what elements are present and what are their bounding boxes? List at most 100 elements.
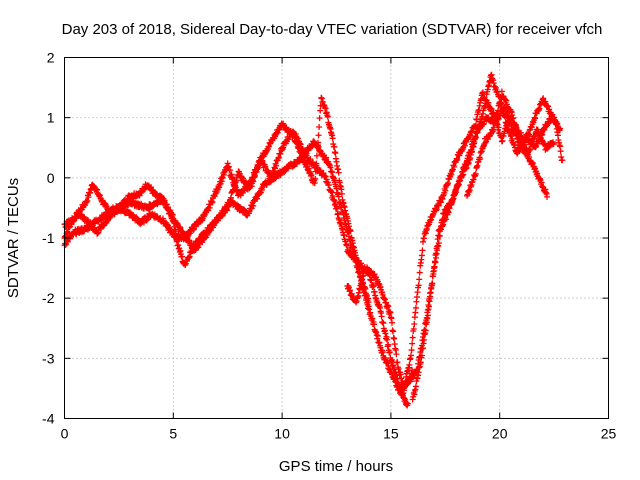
data-point	[408, 352, 415, 359]
data-point	[384, 360, 391, 367]
data-point	[429, 280, 436, 287]
data-point	[532, 115, 539, 122]
data-point	[313, 152, 320, 159]
data-point	[324, 113, 331, 120]
grid	[64, 57, 609, 419]
data-point	[382, 330, 389, 337]
y-axis-label: SDTVAR / TECUs	[5, 178, 22, 298]
data-point	[557, 125, 564, 132]
y-tick-label: 2	[47, 50, 55, 66]
data-point	[316, 124, 323, 131]
x-axis-label: GPS time / hours	[279, 458, 393, 475]
data-point	[338, 202, 345, 209]
data-series	[61, 71, 566, 409]
data-point	[557, 148, 564, 155]
y-tick-label: -1	[42, 230, 55, 246]
data-point	[418, 252, 425, 259]
x-tick-label: 10	[274, 426, 290, 442]
data-point	[406, 361, 413, 368]
data-point	[416, 276, 423, 283]
data-point	[559, 157, 566, 164]
x-tick-label: 15	[383, 426, 399, 442]
data-point	[312, 175, 319, 182]
data-point	[412, 304, 419, 311]
data-point	[431, 258, 438, 265]
series-sdtvar	[61, 71, 566, 409]
data-point	[335, 169, 342, 176]
data-point	[431, 263, 438, 270]
x-tick-label: 5	[169, 426, 177, 442]
y-tick-label: 1	[47, 110, 55, 126]
data-point	[404, 400, 411, 407]
data-point	[492, 116, 499, 123]
data-point	[425, 303, 432, 310]
data-point	[316, 115, 323, 122]
y-tick-label: -2	[42, 290, 55, 306]
data-point	[477, 156, 484, 163]
data-point	[472, 170, 479, 177]
data-point	[315, 132, 322, 139]
x-tick-label: 20	[492, 426, 508, 442]
data-point	[473, 116, 480, 123]
data-point	[454, 156, 461, 163]
data-point	[334, 205, 341, 212]
data-point	[409, 334, 416, 341]
chart-title: Day 203 of 2018, Sidereal Day-to-day VTE…	[62, 21, 603, 38]
data-point	[386, 349, 393, 356]
data-point	[374, 332, 381, 339]
data-point	[513, 121, 520, 128]
data-point	[421, 336, 428, 343]
data-point	[273, 162, 280, 169]
data-point	[328, 189, 335, 196]
data-point	[434, 243, 441, 250]
data-point	[370, 283, 377, 290]
data-point	[435, 240, 442, 247]
data-point	[390, 328, 397, 335]
data-point	[502, 113, 509, 120]
data-point	[84, 197, 91, 204]
data-point	[385, 303, 392, 310]
data-point	[385, 341, 392, 348]
data-point	[64, 229, 71, 236]
data-point	[335, 193, 342, 200]
data-point	[331, 143, 338, 150]
data-point	[332, 150, 339, 157]
data-point	[409, 340, 416, 347]
data-point	[411, 321, 418, 328]
y-tick-label: 0	[47, 170, 55, 186]
data-point	[498, 88, 505, 95]
data-point	[322, 173, 329, 180]
x-tick-label: 25	[601, 426, 617, 442]
data-point	[226, 167, 233, 174]
data-point	[384, 336, 391, 343]
data-point	[353, 257, 360, 264]
data-point	[277, 151, 284, 158]
data-point	[435, 202, 442, 209]
y-tick-label: -4	[42, 411, 55, 427]
data-point	[550, 141, 557, 148]
data-point	[416, 269, 423, 276]
data-point	[419, 247, 426, 254]
data-point	[415, 282, 422, 289]
data-point	[422, 327, 429, 334]
x-tick-label: 0	[61, 426, 69, 442]
data-point	[437, 199, 444, 206]
data-point	[393, 351, 400, 358]
data-point	[257, 154, 264, 161]
data-point	[388, 356, 395, 363]
data-point	[527, 146, 534, 153]
data-point	[378, 313, 385, 320]
data-point	[468, 146, 475, 153]
data-point	[388, 319, 395, 326]
data-point	[329, 135, 336, 142]
y-tick-label: -3	[42, 350, 55, 366]
data-point	[412, 383, 419, 390]
data-point	[408, 347, 415, 354]
data-point	[371, 321, 378, 328]
data-point	[380, 320, 387, 327]
data-point	[477, 121, 484, 128]
data-point	[250, 202, 257, 209]
axes: 0 5 10 15 20 25 -4 -3 -2 -1 0 1 2	[42, 50, 616, 442]
data-point	[544, 193, 551, 200]
